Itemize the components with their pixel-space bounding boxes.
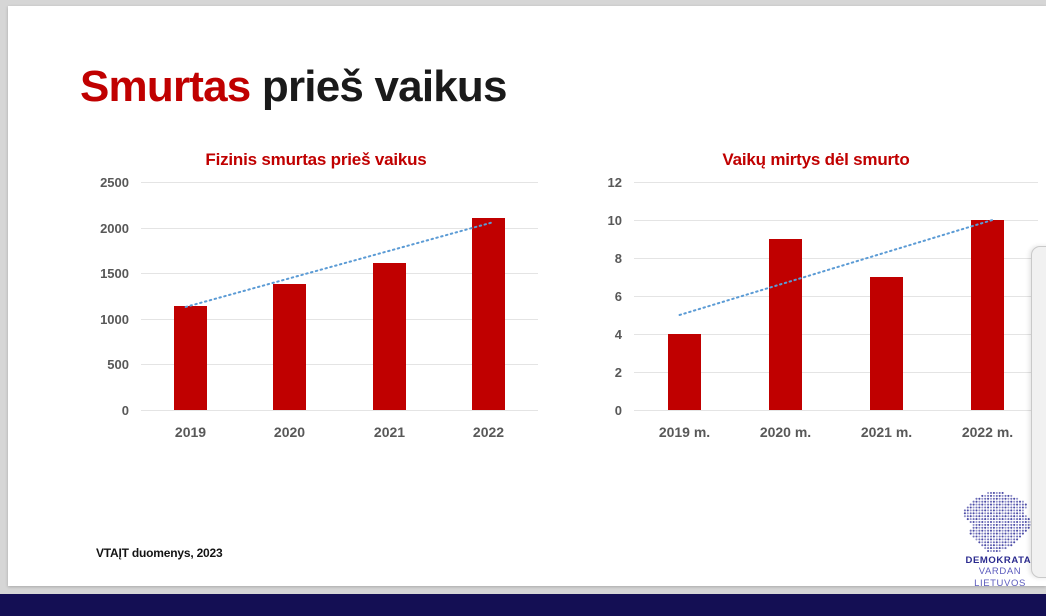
y-axis-tick-label: 0 — [614, 403, 622, 418]
bar — [273, 284, 306, 410]
y-axis-tick-label: 6 — [614, 289, 622, 304]
x-axis-tick-label: 2020 m. — [759, 424, 812, 440]
bar — [373, 263, 406, 410]
source-note: VTAĮT duomenys, 2023 — [96, 546, 223, 560]
x-axis-tick-label: 2020 — [273, 424, 306, 440]
bar — [668, 334, 701, 410]
slide-canvas: Smurtas prieš vaikus Fizinis smurtas pri… — [8, 6, 1046, 589]
logo-name: DEMOKRATAI — [965, 555, 1035, 566]
bar — [870, 277, 903, 410]
adjacent-slide-edge-panel[interactable] — [1031, 246, 1046, 578]
bar — [769, 239, 802, 410]
x-axis-tick-label: 2022 — [472, 424, 505, 440]
trendline — [184, 221, 495, 308]
chart-fizinis-smurtas: Fizinis smurtas prieš vaikus 0 500 1000 150… — [86, 150, 546, 460]
bar — [472, 218, 505, 410]
gridline — [634, 372, 1038, 373]
gridline — [141, 364, 538, 365]
bottom-accent-band — [0, 594, 1046, 616]
gridline — [141, 410, 538, 411]
y-axis-tick-label: 8 — [614, 251, 622, 266]
gridline — [634, 182, 1038, 183]
x-axis-tick-label: 2019 m. — [658, 424, 711, 440]
y-axis-tick-label: 12 — [607, 175, 622, 190]
chart-vaiku-mirtys: Vaikų mirtys dėl smurto 0 2 4 6 8 10 12 2019 m.… — [586, 150, 1046, 460]
y-axis-tick-label: 10 — [607, 213, 622, 228]
y-axis-tick-label: 0 — [121, 403, 129, 418]
y-axis-tick-label: 4 — [614, 327, 622, 342]
brand-logo: DEMOKRATAI VARDAN LIETUVOS — [952, 492, 1046, 589]
y-axis-tick-label: 2 — [614, 365, 622, 380]
chart-title-left: Fizinis smurtas prieš vaikus — [205, 150, 427, 169]
x-axis-tick-label: 2019 — [174, 424, 207, 440]
chart-title-right: Vaikų mirtys dėl smurto — [722, 150, 910, 169]
page-title-rest: prieš vaikus — [250, 62, 508, 111]
y-axis-tick-label: 2000 — [100, 221, 129, 236]
bar — [174, 306, 207, 410]
y-axis-tick-label: 1000 — [100, 312, 129, 327]
y-axis-tick-label: 1500 — [100, 266, 129, 281]
page-title: Smurtas prieš vaikus — [80, 62, 508, 111]
logo-tagline: VARDAN LIETUVOS — [974, 566, 1026, 589]
gridline — [634, 334, 1038, 335]
x-axis-tick-label: 2022 m. — [961, 424, 1014, 440]
lithuania-map-icon — [963, 492, 1033, 553]
bar — [971, 220, 1004, 410]
x-axis-tick-label: 2021 m. — [860, 424, 913, 440]
plot-area-left: 0 500 1000 1500 2000 2500 2019 2020 2021 2022 — [86, 176, 546, 440]
page-title-highlight: Smurtas — [80, 62, 251, 111]
plot-area-right: 0 2 4 6 8 10 12 2019 m. 2020 m. 2021 m. 2022 m. — [586, 176, 1046, 440]
gridline — [141, 319, 538, 320]
x-axis-tick-label: 2021 — [373, 424, 406, 440]
gridline — [141, 182, 538, 183]
y-axis-tick-label: 500 — [107, 357, 129, 372]
y-axis-tick-label: 2500 — [100, 175, 129, 190]
gridline — [634, 410, 1038, 411]
